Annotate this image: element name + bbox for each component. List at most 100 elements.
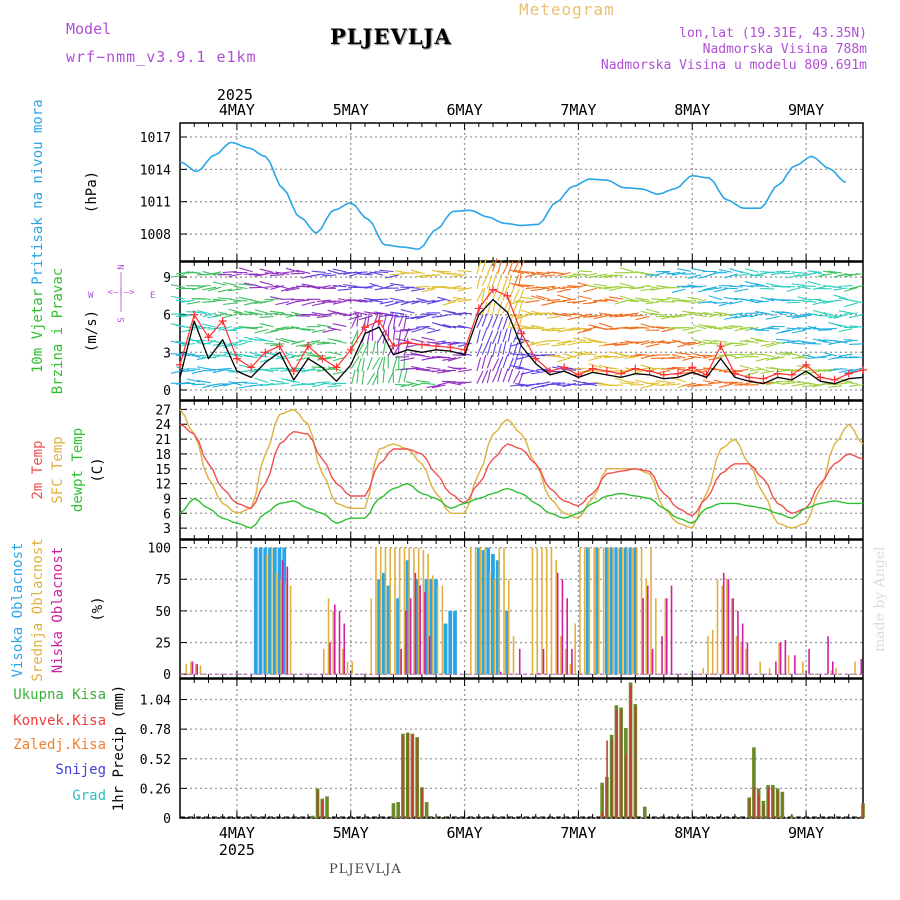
- wind-vector: [640, 384, 655, 389]
- wind-vector: [656, 298, 671, 303]
- high-cloud-bar: [619, 547, 623, 675]
- cloud-y-tick-label: 0: [163, 668, 171, 683]
- compass-east: E: [150, 291, 155, 301]
- precip-y-tick-label: 1.04: [140, 694, 171, 709]
- wind-vector: [327, 366, 342, 372]
- high-cloud-bar: [633, 547, 638, 675]
- bottom-date-label: 7MAY: [560, 824, 596, 842]
- wind-vector: [382, 314, 388, 329]
- wind-vector: [619, 282, 634, 288]
- top-date-label: 6MAY: [447, 101, 483, 119]
- wind-vector: [614, 355, 629, 359]
- wind-vector: [745, 280, 759, 286]
- wind-vector: [551, 327, 566, 330]
- wind-vector: [671, 377, 686, 383]
- wind-vector: [170, 295, 185, 300]
- wind-vector: [844, 302, 858, 308]
- gust-marker: [802, 360, 811, 369]
- cloud-panel: 0 25 50 75 100 Visoka Oblacnost Srednja Oblacn…: [10, 538, 864, 683]
- wind-vector: [238, 353, 253, 357]
- bottom-year-label: 2025: [219, 841, 255, 859]
- wind-y-tick-label: 6: [163, 309, 171, 324]
- wind-vector: [366, 313, 370, 328]
- high-cloud-bar: [396, 598, 400, 675]
- wind-vector: [369, 271, 384, 276]
- wind-vector: [377, 357, 384, 371]
- wind-vector: [640, 310, 655, 316]
- wind-vector: [843, 370, 858, 374]
- wind-vector: [476, 370, 484, 384]
- wind-vector: [238, 283, 253, 286]
- wind-vector: [713, 367, 728, 373]
- wind-vector: [572, 284, 587, 289]
- wind-vector: [567, 354, 582, 359]
- high-cloud-bar: [268, 547, 272, 675]
- temp-unit-label: (C): [90, 457, 106, 482]
- wind-vector: [507, 357, 514, 371]
- wind-vector: [457, 381, 472, 385]
- wind-vector: [392, 326, 396, 341]
- high-cloud-bar: [614, 547, 619, 675]
- pressure-y-tick-label: 1014: [140, 163, 171, 178]
- precip-legend-label: Grad: [72, 788, 106, 804]
- gust-marker: [844, 369, 853, 378]
- wind-vector: [635, 326, 650, 329]
- wind-vector: [311, 329, 326, 333]
- wind-vector: [447, 298, 462, 303]
- conv-precip-bar: [629, 685, 632, 818]
- precip-legend-label: Snijeg: [55, 762, 106, 778]
- wind-vector: [358, 299, 373, 303]
- wind-vector: [562, 340, 577, 344]
- wind-vector: [411, 299, 425, 305]
- wind-vector: [525, 313, 540, 315]
- wind-vector: [838, 328, 853, 333]
- wind-vector: [687, 355, 702, 359]
- wind-vector: [476, 275, 481, 290]
- wind-vector: [421, 299, 436, 304]
- wind-vector: [369, 299, 384, 303]
- wind-vector: [405, 381, 420, 386]
- wind-vector: [296, 327, 311, 331]
- wind-vector: [661, 381, 676, 386]
- gust-marker: [389, 342, 398, 351]
- wind-vector: [316, 381, 331, 384]
- high-cloud-bar: [443, 623, 448, 675]
- wind-unit-label: (m/s): [84, 310, 100, 352]
- wind-vector: [217, 288, 232, 293]
- wind-vector: [682, 371, 697, 374]
- gust-marker: [787, 370, 796, 379]
- wind-vector: [786, 315, 801, 318]
- wind-vector: [442, 357, 457, 361]
- wind-vector: [285, 287, 300, 292]
- wind-vector: [457, 324, 472, 330]
- wind-vector: [411, 327, 425, 333]
- wind-vector: [379, 284, 394, 290]
- wind-vector: [207, 271, 222, 276]
- wind-vector: [492, 343, 497, 358]
- wind-vector: [541, 327, 556, 332]
- wind-vector: [212, 325, 227, 330]
- wind-vector: [713, 301, 728, 304]
- wind-vector: [510, 341, 525, 347]
- wind-vector: [849, 284, 864, 290]
- gust-marker: [531, 354, 540, 363]
- wind-vector: [536, 381, 551, 386]
- wind-vector: [817, 273, 832, 278]
- wind-vector: [410, 365, 425, 370]
- wind-vector: [802, 384, 817, 388]
- conv-precip-bar: [411, 734, 414, 818]
- wind-vector: [518, 272, 522, 287]
- wind-vector: [536, 295, 551, 301]
- wind-vector: [786, 273, 801, 279]
- wind-vector: [212, 281, 227, 286]
- wind-vector: [238, 339, 253, 343]
- wind-vector: [476, 314, 484, 328]
- wind-vector: [327, 309, 342, 314]
- wind-vector: [577, 313, 592, 318]
- wind-y-tick-label: 0: [163, 384, 171, 399]
- wind-vector: [186, 301, 201, 305]
- wind-vector: [510, 269, 525, 275]
- wind-vector: [729, 268, 744, 274]
- wind-vector: [520, 270, 535, 274]
- wind-vector: [583, 381, 598, 387]
